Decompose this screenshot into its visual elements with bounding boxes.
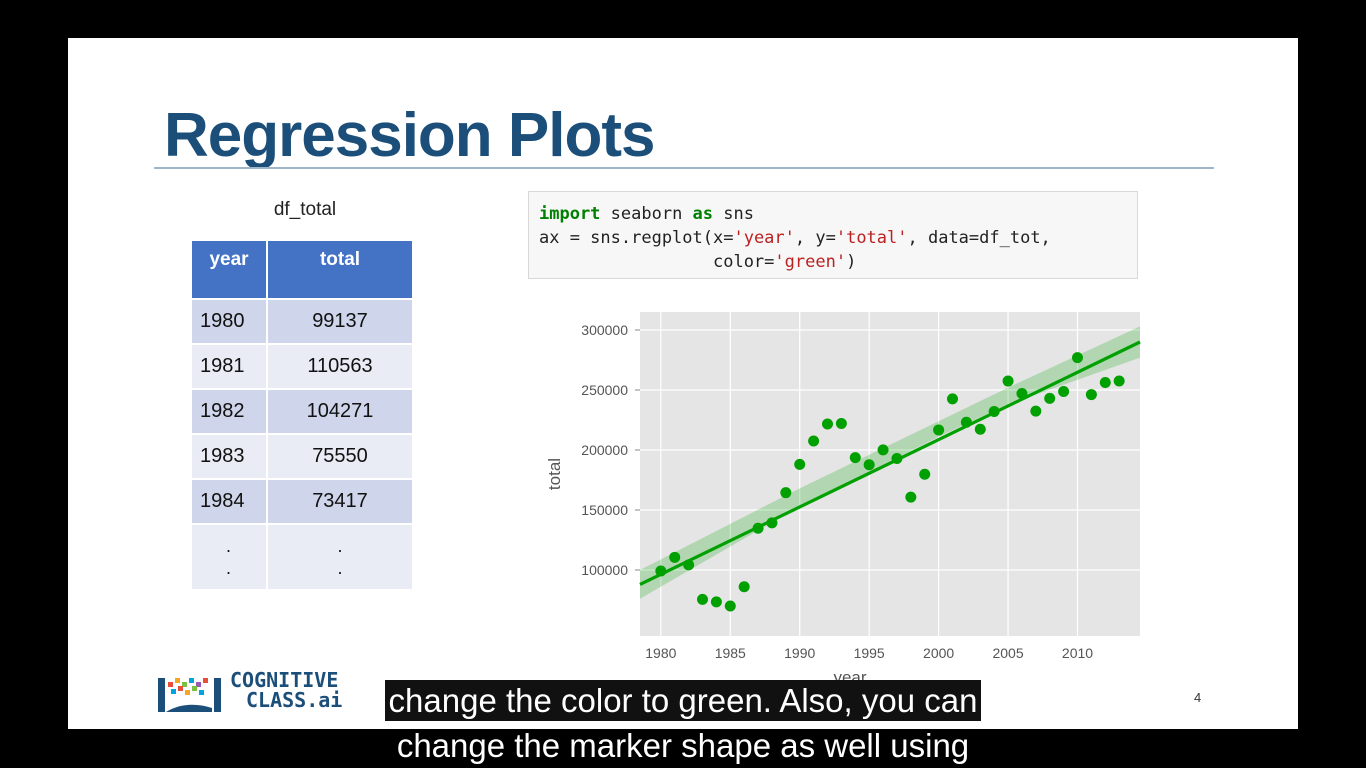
data-point <box>1030 405 1042 417</box>
data-point <box>697 593 708 605</box>
code-text: color= <box>539 252 775 272</box>
code-keyword: as <box>692 204 714 224</box>
data-point <box>794 458 806 470</box>
logo-line-1: COGNITIVE <box>230 668 339 692</box>
slide: Regression Plots df_total year total 198… <box>68 38 1298 729</box>
regression-plot: 1980 1985 1990 1995 2000 2005 2010 100000 150000… <box>545 312 1141 680</box>
data-point <box>1113 375 1125 387</box>
cell-year: 1980 <box>192 300 266 343</box>
data-point <box>1099 377 1111 389</box>
y-tick-label: 250000 <box>581 382 628 398</box>
cell-year: 1984 <box>192 480 266 523</box>
code-string: 'total' <box>835 228 908 248</box>
y-tick-label: 300000 <box>581 322 628 338</box>
x-tick-label: 1980 <box>645 645 676 661</box>
table-row-ellipsis: . . . . <box>192 525 412 589</box>
data-point <box>738 581 750 593</box>
plot-background <box>640 312 1140 636</box>
data-point <box>919 468 931 480</box>
data-point <box>752 522 764 534</box>
table-row: 1980 99137 <box>192 300 412 343</box>
code-text: ) <box>846 252 857 272</box>
data-point <box>1058 385 1070 397</box>
data-point <box>988 406 1000 418</box>
cell-year: 1982 <box>192 390 266 433</box>
data-table: year total 1980 99137 1981 110563 1982 1… <box>190 239 414 591</box>
x-tick-label: 2010 <box>1062 645 1093 661</box>
code-text: seaborn <box>600 204 693 224</box>
y-tick-label: 200000 <box>581 442 628 458</box>
data-point <box>780 487 792 499</box>
data-point <box>905 491 917 503</box>
data-point <box>710 596 722 608</box>
code-string: 'year' <box>733 228 795 248</box>
ellipsis-total: . . <box>268 525 412 589</box>
cell-total: 99137 <box>268 300 412 343</box>
data-point <box>1072 352 1083 364</box>
table-caption: df_total <box>273 199 337 220</box>
slide-number: 4 <box>1194 690 1202 705</box>
logo-text: COGNITIVE CLASS.ai <box>230 670 342 710</box>
data-point <box>655 565 667 577</box>
table-row: 1984 73417 <box>192 480 412 523</box>
data-point <box>669 551 681 563</box>
cognitive-class-logo-icon <box>158 678 221 712</box>
data-point <box>960 416 972 428</box>
title-divider <box>154 167 1214 169</box>
data-point <box>863 459 875 471</box>
x-tick-label: 2000 <box>923 645 954 661</box>
cell-total: 110563 <box>268 345 412 388</box>
code-text: , y= <box>794 228 836 248</box>
ellipsis-year: . . <box>192 525 266 589</box>
subtitle-text: change the marker shape as well using <box>396 727 970 764</box>
data-point <box>891 453 903 465</box>
confidence-band <box>640 326 1140 599</box>
data-point <box>1085 389 1097 401</box>
data-point <box>766 517 778 529</box>
table-row: 1981 110563 <box>192 345 412 388</box>
data-point <box>974 423 986 435</box>
code-cell: import seaborn as sns ax = sns.regplot(x… <box>528 191 1138 279</box>
cell-total: 75550 <box>268 435 412 478</box>
x-tick-label: 1990 <box>784 645 815 661</box>
cell-year: 1983 <box>192 435 266 478</box>
data-point <box>933 424 945 436</box>
table-header-total: total <box>268 241 412 298</box>
y-tick-label: 150000 <box>581 502 628 518</box>
table-row: 1983 75550 <box>192 435 412 478</box>
data-point <box>947 393 958 405</box>
code-text: sns <box>713 204 754 224</box>
data-point <box>683 559 695 571</box>
data-point <box>822 418 833 430</box>
data-point <box>724 600 736 612</box>
cell-total: 104271 <box>268 390 412 433</box>
data-point <box>808 435 820 447</box>
table-row: 1982 104271 <box>192 390 412 433</box>
y-axis-label: total <box>545 458 564 490</box>
data-point <box>877 444 889 456</box>
x-tick-label: 1995 <box>854 645 885 661</box>
data-point <box>1016 388 1028 400</box>
code-text: , data=df_tot, <box>907 228 1051 248</box>
logo-line-2: CLASS.ai <box>246 688 343 712</box>
cell-year: 1981 <box>192 345 266 388</box>
x-axis-label: year <box>833 668 866 680</box>
data-point <box>1044 392 1056 404</box>
cell-total: 73417 <box>268 480 412 523</box>
data-point <box>1002 375 1014 387</box>
data-point <box>835 418 847 430</box>
code-text: ax = sns.regplot(x= <box>539 228 734 248</box>
table-header-year: year <box>192 241 266 298</box>
data-point <box>849 452 861 464</box>
regression-line <box>639 340 1141 586</box>
code-keyword: import <box>539 204 601 224</box>
x-tick-label: 2005 <box>992 645 1023 661</box>
code-string: 'green' <box>774 252 847 272</box>
subtitle-line-2: change the marker shape as well using <box>0 727 1366 765</box>
x-tick-label: 1985 <box>715 645 746 661</box>
y-tick-label: 100000 <box>581 562 628 578</box>
slide-title: Regression Plots <box>164 101 655 170</box>
